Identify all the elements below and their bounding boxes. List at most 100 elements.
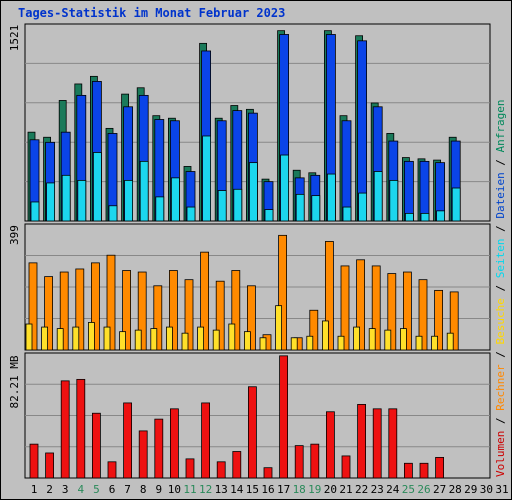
x-tick-label: 12 [199, 483, 212, 496]
x-tick-label: 23 [371, 483, 384, 496]
bar-rechner [402, 271, 412, 351]
bar-rechner [75, 268, 85, 351]
x-tick-label: 16 [261, 483, 274, 496]
x-tick-label: 28 [449, 483, 462, 496]
bar-seiten [358, 192, 368, 222]
legend-item: Dateien [494, 172, 507, 218]
bar-besuche [25, 323, 33, 351]
bottom-ymax-label: 82.21 MB [8, 355, 21, 408]
bar-seiten [311, 195, 321, 222]
bar-besuche [197, 326, 205, 351]
bar-besuche [212, 329, 220, 351]
bar-seiten [436, 210, 446, 222]
bar-seiten [295, 193, 305, 222]
bar-volumen [403, 462, 413, 479]
bar-seiten [342, 206, 352, 222]
bar-volumen [154, 418, 164, 479]
bar-seiten [217, 190, 227, 222]
bar-rechner [449, 291, 459, 351]
bar-rechner [324, 241, 334, 351]
bar-volumen [76, 378, 86, 479]
x-tick-label: 31 [495, 483, 508, 496]
bar-seiten [30, 201, 40, 222]
bar-rechner [246, 285, 256, 351]
bar-rechner [434, 289, 444, 351]
x-tick-label: 5 [93, 483, 100, 496]
x-tick-label: 14 [230, 483, 244, 496]
bar-besuche [415, 335, 423, 351]
bar-volumen [419, 462, 429, 479]
x-tick-label: 30 [480, 483, 493, 496]
bar-seiten [404, 212, 414, 222]
bar-seiten [108, 205, 118, 222]
legend-item: Volumen [494, 431, 507, 477]
x-tick-label: 20 [324, 483, 337, 496]
bar-rechner [418, 279, 428, 351]
x-tick-label: 11 [183, 483, 196, 496]
x-tick-label: 18 [293, 483, 306, 496]
bar-seiten [451, 187, 461, 222]
bar-volumen [169, 408, 179, 479]
bar-volumen [29, 443, 39, 479]
bar-volumen [279, 355, 289, 479]
bar-rechner [215, 280, 225, 351]
bar-besuche [384, 329, 392, 351]
bar-rechner [168, 270, 178, 351]
x-tick-label: 17 [277, 483, 290, 496]
legend-item: Besuche [494, 298, 507, 344]
x-tick-label: 15 [246, 483, 259, 496]
bar-rechner [387, 273, 397, 351]
bar-seiten [264, 209, 274, 222]
bar-seiten [186, 206, 196, 222]
bar-besuche [259, 337, 267, 351]
bar-seiten [420, 212, 430, 222]
bar-seiten [202, 135, 212, 222]
bar-besuche [290, 337, 298, 351]
bar-volumen [263, 467, 273, 479]
x-tick-label: 21 [339, 483, 352, 496]
bar-rechner [200, 251, 210, 351]
bar-rechner [309, 309, 319, 351]
legend-item: / [494, 152, 507, 172]
bar-volumen [357, 404, 367, 479]
bar-besuche [446, 332, 454, 351]
bar-besuche [165, 326, 173, 351]
bar-volumen [247, 386, 257, 479]
x-tick-label: 13 [215, 483, 228, 496]
bar-rechner [231, 270, 241, 351]
bar-volumen [107, 461, 117, 479]
bar-rechner [356, 259, 366, 351]
x-tick-label: 2 [46, 483, 53, 496]
bar-besuche [306, 335, 314, 351]
bar-seiten [61, 174, 71, 222]
legend-item: / [494, 345, 507, 365]
bar-rechner [153, 285, 163, 351]
bar-volumen [435, 456, 445, 479]
bar-besuche [353, 326, 361, 351]
bar-besuche [88, 322, 95, 351]
bar-besuche [431, 335, 439, 351]
bar-besuche [56, 328, 64, 351]
bar-volumen [294, 445, 304, 479]
bar-seiten [124, 179, 133, 222]
bar-besuche [181, 332, 189, 351]
bar-besuche [228, 323, 236, 351]
x-tick-label: 19 [308, 483, 321, 496]
bar-volumen [185, 458, 195, 479]
bar-besuche [150, 328, 158, 351]
bar-dateien [341, 120, 352, 222]
bar-volumen [388, 408, 398, 479]
x-tick-label: 6 [109, 483, 116, 496]
legend: Volumen / Rechner / Besuche / Seiten / D… [494, 99, 507, 477]
bar-seiten [280, 154, 290, 222]
bar-seiten [233, 188, 243, 222]
bar-seiten [46, 182, 55, 222]
bar-volumen [232, 451, 242, 479]
legend-item: / [494, 411, 507, 431]
bar-besuche [134, 329, 142, 351]
x-tick-label: 25 [402, 483, 415, 496]
x-tick-label: 1 [31, 483, 38, 496]
bar-besuche [337, 335, 345, 351]
bar-besuche [275, 305, 283, 351]
x-tick-label: 3 [62, 483, 69, 496]
